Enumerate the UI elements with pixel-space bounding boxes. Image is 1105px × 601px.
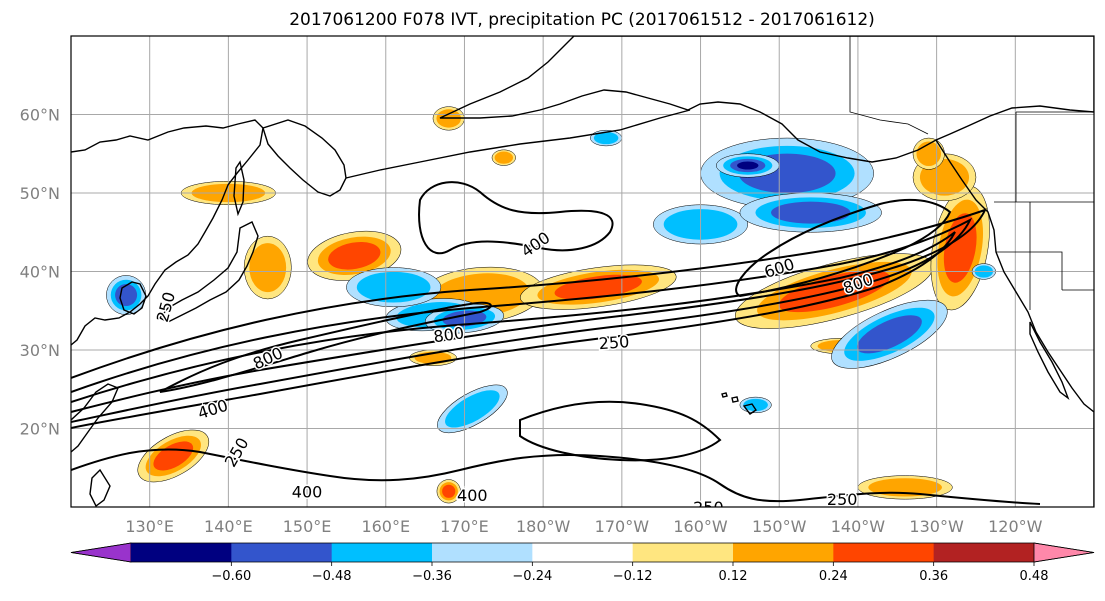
longitude-tick-label: 130°E <box>125 517 174 536</box>
colorbar-outline <box>70 542 1095 563</box>
ivt-contour-600 <box>71 231 956 429</box>
precip-patch <box>494 151 514 164</box>
longitude-tick-label: 170°E <box>440 517 489 536</box>
ivt-contour-400 <box>71 217 973 423</box>
border-canada-provinces <box>1015 111 1094 202</box>
coastline-hawaii <box>721 392 757 415</box>
precip-patch <box>856 315 922 354</box>
longitude-tick-label: 180°W <box>516 517 571 536</box>
colorbar-segment <box>231 543 333 562</box>
border-us-states <box>996 202 1094 310</box>
coastline-philippines <box>89 468 111 507</box>
colorbar-extend-low <box>70 542 132 563</box>
coastline-kamchatka <box>262 119 347 197</box>
coastline-alaska <box>439 36 1094 163</box>
coastlines <box>71 36 1094 507</box>
ivt-contour-label: 400 <box>457 486 488 505</box>
latitude-tick-label: 20°N <box>20 420 60 439</box>
colorbar-tick-label: −0.36 <box>412 569 452 584</box>
longitude-tick-label: 150°W <box>752 517 807 536</box>
colorbar-segment <box>131 543 232 562</box>
ivt-contour-400-north-lobe <box>418 181 614 255</box>
colorbar-segment <box>331 543 433 562</box>
precip-patch <box>442 484 456 498</box>
colorbar-segment <box>432 543 533 562</box>
colorbar-segment <box>733 543 834 562</box>
coastline-sakhalin <box>233 160 245 217</box>
longitude-tick-label: 130°W <box>909 517 964 536</box>
longitude-tick-label: 150°E <box>283 517 332 536</box>
gridlines <box>71 36 1094 507</box>
colorbar-tick-label: −0.60 <box>211 569 251 584</box>
precip-patch <box>743 398 768 412</box>
ivt-contour-250-outer <box>71 208 987 413</box>
latitude-tick-label: 30°N <box>20 341 60 360</box>
coastline-baja-california <box>1029 321 1070 400</box>
colorbar-tick-label: 0.24 <box>819 569 848 584</box>
latitude-tick-label: 60°N <box>20 106 60 125</box>
map-title: 2017061200 F078 IVT, precipitation PC (2… <box>289 10 875 30</box>
latitude-tick-label: 50°N <box>20 184 60 203</box>
map-frame <box>70 35 1095 508</box>
coastline-china-east <box>71 383 119 453</box>
ivt-contour-label: 250 <box>827 490 858 509</box>
precip-patch <box>926 164 963 191</box>
latitude-tick-label: 40°N <box>20 263 60 282</box>
ivt-contour-250-south-inner <box>519 400 722 462</box>
ivt-contour-label: 250 <box>598 332 630 353</box>
precip-patch <box>743 163 752 168</box>
longitude-labels: 130°E 140°E 150°E 160°E 170°E 180°W 170°W 160°W… <box>125 517 1042 536</box>
ivt-contour-label: 250 <box>693 498 724 517</box>
coastline-korea <box>119 281 147 315</box>
colorbar-tick-label: 0.48 <box>1020 569 1049 584</box>
latitude-labels: 20°N 30°N 40°N 50°N 60°N <box>20 106 60 439</box>
colorbar-segment <box>532 543 634 562</box>
precip-patch <box>115 284 138 307</box>
coastline-aleutians <box>345 109 691 179</box>
longitude-tick-label: 140°W <box>831 517 886 536</box>
longitude-tick-label: 160°E <box>361 517 410 536</box>
precip-patch <box>328 242 381 270</box>
precip-patch <box>878 480 932 494</box>
longitude-tick-label: 160°W <box>673 517 728 536</box>
ivt-contour-250-south <box>71 448 1041 505</box>
colorbar-tick-label: −0.24 <box>512 569 552 584</box>
colorbar-tick-label: −0.48 <box>312 569 352 584</box>
colorbar-tick-label: −0.12 <box>613 569 653 584</box>
precipitation-pc-layer <box>106 106 996 504</box>
precip-patch <box>254 249 281 286</box>
coastline-north-america-west <box>935 139 1094 507</box>
colorbar-tick-label: 0.36 <box>919 569 948 584</box>
colorbar <box>70 542 1095 563</box>
coastline-japan <box>158 221 259 323</box>
colorbar-segment <box>833 543 935 562</box>
precip-patch <box>153 441 194 471</box>
precip-patch <box>919 144 938 163</box>
colorbar-tick-label: 0.12 <box>719 569 748 584</box>
longitude-tick-label: 120°W <box>988 517 1043 536</box>
precip-patch <box>445 390 500 428</box>
political-borders <box>849 36 1094 310</box>
longitude-tick-label: 170°W <box>595 517 650 536</box>
ivt-contour-label: 400 <box>292 482 323 501</box>
precip-patch <box>771 201 851 224</box>
colorbar-segment <box>632 543 734 562</box>
ivt-contour-label: 800 <box>432 323 465 346</box>
ivt-contour-800-west <box>159 301 492 393</box>
longitude-tick-label: 140°E <box>204 517 253 536</box>
colorbar-extend-high <box>1033 542 1095 563</box>
ivt-contours <box>71 181 1041 505</box>
colorbar-tick-labels: −0.60 −0.48 −0.36 −0.24 −0.12 0.12 0.24 0.36 0.4… <box>211 562 1049 584</box>
ivt-contour-800-main <box>735 198 952 298</box>
border-alaska-canada <box>849 36 929 135</box>
colorbar-segment <box>933 543 1035 562</box>
precip-patch <box>593 131 619 145</box>
coastline-asia-mainland <box>71 119 264 346</box>
